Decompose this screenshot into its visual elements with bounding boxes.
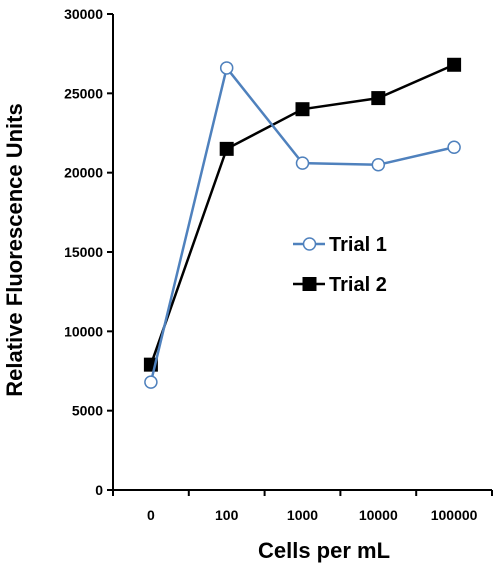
- x-tick-label: 1000: [287, 507, 318, 523]
- legend-marker: [302, 277, 317, 291]
- x-tick-label: 0: [147, 507, 155, 523]
- y-tick-label: 15000: [64, 244, 103, 260]
- legend-label: Trial 1: [329, 234, 387, 256]
- data-point: [295, 102, 310, 117]
- series-0: [144, 61, 461, 389]
- y-tick-label: 25000: [64, 85, 103, 101]
- axes: 0 5000 10000 15000 20000 25000 30000 0 100 1000 10…: [64, 6, 493, 523]
- legend-item: Trial 1: [293, 234, 387, 256]
- legend: Trial 1 Trial 2: [293, 234, 387, 296]
- y-axis-title: Relative Fluorescence Units: [2, 103, 27, 396]
- data-point: [219, 141, 234, 156]
- x-tick-label: 10000: [359, 507, 398, 523]
- series-layer: [143, 57, 462, 389]
- data-point: [447, 57, 462, 72]
- x-tick-label: 100: [215, 507, 239, 523]
- y-tick-label: 30000: [64, 6, 103, 22]
- data-point: [295, 156, 310, 170]
- x-tick-label: 100000: [431, 507, 478, 523]
- y-tick-label: 5000: [72, 403, 103, 419]
- x-axis-title: Cells per mL: [258, 538, 390, 563]
- legend-marker: [302, 237, 317, 251]
- y-tick-label: 0: [95, 482, 103, 498]
- y-tick-label: 20000: [64, 165, 103, 181]
- legend-label: Trial 2: [329, 274, 387, 296]
- data-point: [371, 157, 386, 172]
- data-point: [371, 91, 386, 106]
- data-point: [219, 61, 234, 75]
- data-point: [447, 140, 461, 155]
- data-point: [144, 375, 158, 389]
- legend-item: Trial 2: [293, 274, 387, 296]
- y-tick-label: 10000: [64, 323, 103, 339]
